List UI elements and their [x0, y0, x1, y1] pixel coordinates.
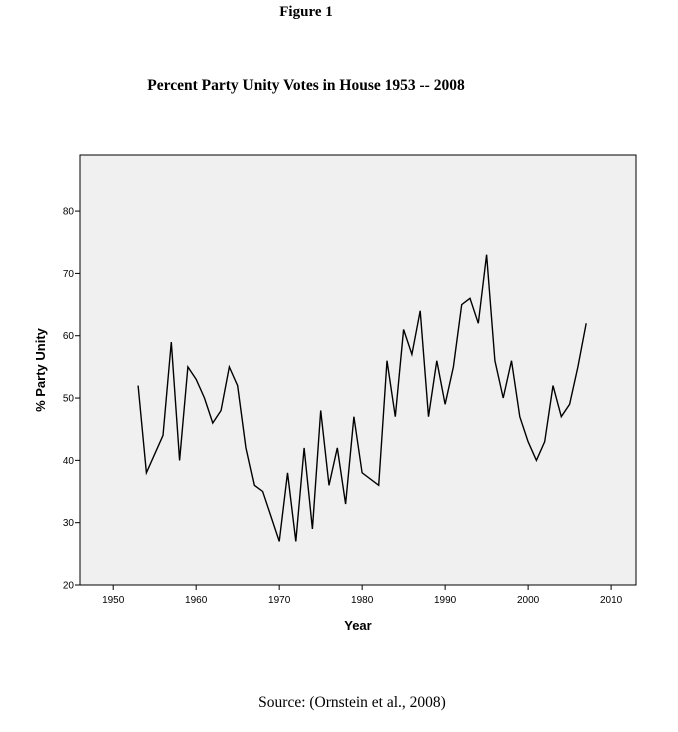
series-group — [137, 254, 587, 542]
plot-area — [79, 154, 637, 586]
series-line — [137, 254, 587, 542]
y-tick-label: 40 — [63, 456, 75, 467]
source-caption: Source: (Ornstein et al., 2008) — [258, 694, 446, 711]
y-tick-label: 80 — [63, 207, 75, 218]
x-axis-title: Year — [344, 618, 371, 633]
y-axis-title: % Party Unity — [33, 327, 48, 412]
x-tick-label: 2010 — [600, 595, 623, 606]
plot-background — [79, 154, 637, 586]
x-tick-label: 1990 — [434, 595, 457, 606]
y-tick-label: 50 — [63, 394, 75, 405]
chart-title: Percent Party Unity Votes in House 1953 … — [147, 77, 465, 94]
x-tick-label: 1950 — [102, 595, 125, 606]
x-tick-label: 1970 — [268, 595, 291, 606]
y-tick-label: 30 — [63, 518, 75, 529]
axes: 1950 1960 1970 1980 1990 2000 2010 20 30 40 50 60 70… — [63, 207, 623, 606]
y-tick-label: 20 — [63, 581, 75, 592]
y-tick-label: 70 — [63, 269, 75, 280]
figure-label: Figure 1 — [279, 4, 333, 20]
x-tick-label: 1980 — [351, 595, 374, 606]
y-tick-label: 60 — [63, 331, 75, 342]
x-tick-label: 2000 — [517, 595, 540, 606]
x-tick-label: 1960 — [185, 595, 208, 606]
